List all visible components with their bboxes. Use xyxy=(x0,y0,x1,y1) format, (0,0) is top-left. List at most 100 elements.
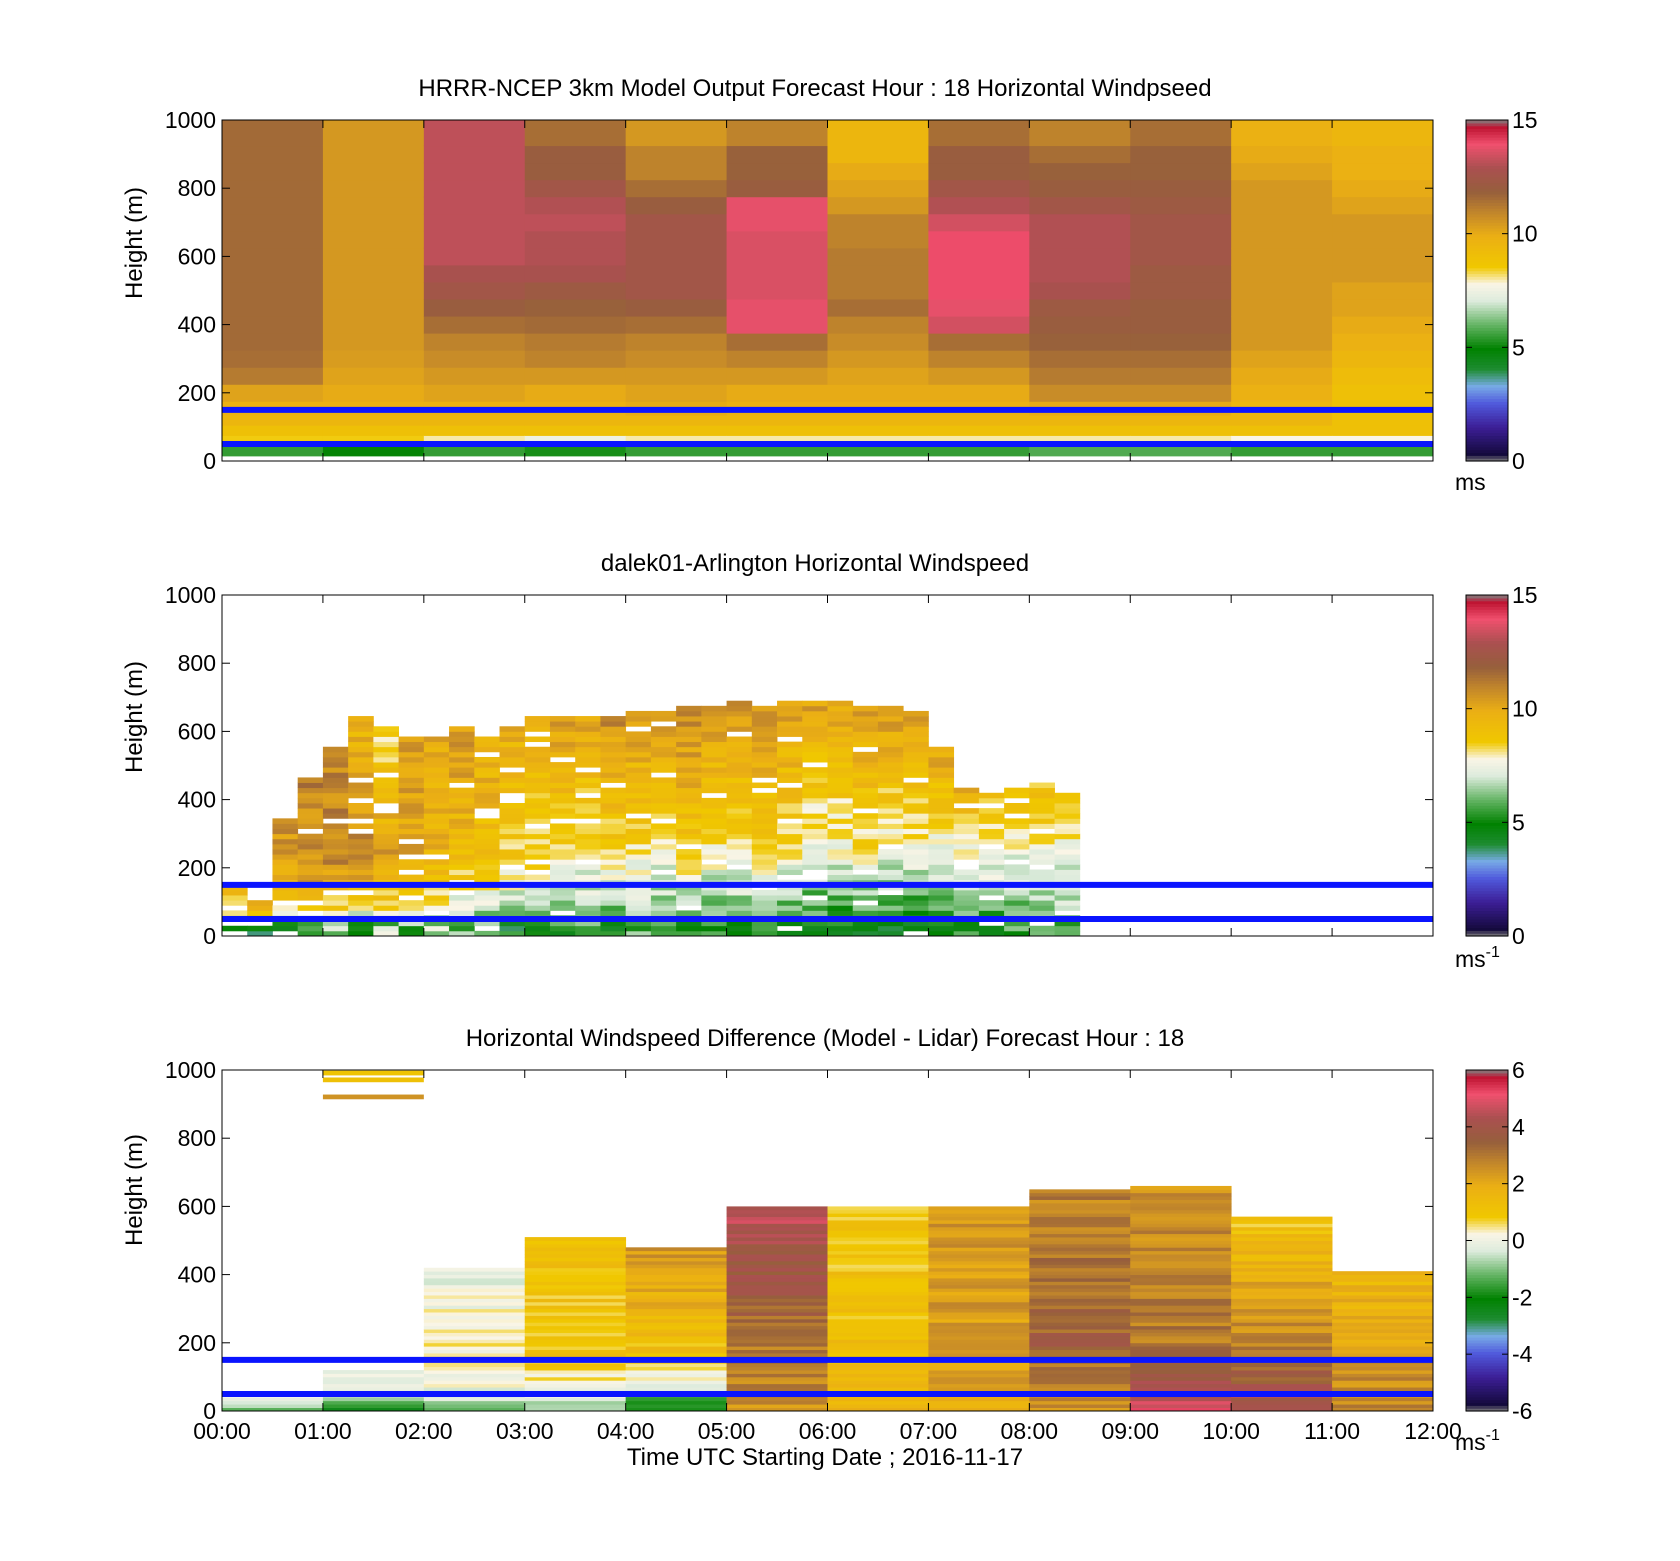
heatmap-cell xyxy=(1130,1339,1232,1344)
heatmap-cell xyxy=(928,1322,1030,1327)
colorbar-segment xyxy=(1466,324,1508,329)
heatmap-cell xyxy=(1231,1329,1333,1333)
heatmap-cell xyxy=(222,435,324,447)
colorbar-segment xyxy=(1466,711,1508,715)
heatmap-cell xyxy=(575,895,601,901)
colorbar-segment xyxy=(1466,779,1508,784)
heatmap-cell xyxy=(1332,1325,1434,1330)
heatmap-cell xyxy=(1130,1373,1232,1378)
heatmap-cell xyxy=(1029,838,1055,845)
heatmap-cell xyxy=(852,930,879,937)
heatmap-cell xyxy=(928,792,955,799)
heatmap-cell xyxy=(423,736,450,743)
heatmap-cell xyxy=(398,777,425,783)
heatmap-cell xyxy=(928,869,955,876)
heatmap-cell xyxy=(827,1243,929,1248)
heatmap-cell xyxy=(701,843,727,850)
heatmap-cell xyxy=(928,1404,1030,1408)
heatmap-cell xyxy=(676,828,702,835)
heatmap-cell xyxy=(928,751,955,758)
heatmap-cell xyxy=(524,128,627,147)
colorbar-segment xyxy=(1466,1257,1508,1261)
heatmap-cell xyxy=(449,762,475,768)
heatmap-cell xyxy=(953,828,980,835)
heatmap-cell xyxy=(575,787,601,794)
colorbar-segment xyxy=(1466,1268,1508,1273)
heatmap-cell xyxy=(549,925,576,932)
heatmap-cell xyxy=(1054,930,1081,937)
heatmap-cell xyxy=(524,895,551,901)
heatmap-cell xyxy=(373,818,400,824)
heatmap-cell xyxy=(1130,1342,1232,1347)
heatmap-cell xyxy=(1029,1329,1131,1333)
colorbar-tick-label: 4 xyxy=(1512,1114,1525,1140)
colorbar-segment xyxy=(1466,375,1508,380)
heatmap-cell xyxy=(524,930,551,937)
heatmap-cell xyxy=(348,864,374,870)
heatmap-cell xyxy=(625,838,652,845)
heatmap-cell xyxy=(928,1305,1030,1310)
heatmap-cell xyxy=(877,777,904,783)
heatmap-cell xyxy=(1231,1315,1333,1320)
heatmap-cell xyxy=(1332,1366,1434,1371)
heatmap-cell xyxy=(575,925,601,932)
heatmap-cell xyxy=(827,900,854,906)
heatmap-cell xyxy=(524,782,551,789)
heatmap-cell xyxy=(297,823,324,829)
heatmap-cell xyxy=(852,772,879,778)
heatmap-cell xyxy=(600,874,627,881)
heatmap-cell xyxy=(423,818,450,824)
heatmap-cell xyxy=(423,1325,526,1330)
heatmap-cell xyxy=(701,746,727,753)
heatmap-cell xyxy=(322,128,425,147)
colorbar-segment xyxy=(1466,1146,1508,1151)
heatmap-cell xyxy=(423,787,450,794)
colorbar-segment xyxy=(1466,1206,1508,1210)
heatmap-cell xyxy=(1004,787,1030,794)
heatmap-cell xyxy=(751,772,778,778)
colorbar-segment xyxy=(1466,799,1508,804)
heatmap-cell xyxy=(701,782,727,789)
heatmap-cell xyxy=(575,772,601,778)
heatmap-cell xyxy=(701,920,727,927)
heatmap-cell xyxy=(676,705,702,712)
heatmap-cell xyxy=(524,777,551,783)
heatmap-cell xyxy=(499,874,526,881)
heatmap-cell xyxy=(625,414,728,426)
heatmap-cell xyxy=(272,838,299,845)
x-tick-label: 04:00 xyxy=(597,1418,655,1444)
colorbar-segment xyxy=(1466,612,1508,616)
heatmap-cell xyxy=(625,1363,727,1368)
heatmap-cell xyxy=(827,1226,929,1231)
heatmap-cell xyxy=(322,1404,425,1408)
heatmap-cell xyxy=(726,1329,828,1333)
heatmap-cell xyxy=(524,213,627,232)
heatmap-cell xyxy=(499,772,526,778)
heatmap-cell xyxy=(726,1366,828,1371)
heatmap-cell xyxy=(751,889,778,896)
heatmap-cell xyxy=(1130,333,1232,351)
heatmap-cell xyxy=(1029,247,1131,266)
colorbar-segment xyxy=(1466,833,1508,838)
colorbar-segment xyxy=(1466,159,1508,164)
heatmap-cell xyxy=(524,1305,627,1310)
heatmap-cell xyxy=(499,726,526,732)
colorbar-segment xyxy=(1466,154,1508,158)
heatmap-cell xyxy=(827,710,854,717)
heatmap-cell xyxy=(1029,316,1131,334)
panel-difference-units-base: ms xyxy=(1455,1429,1486,1455)
colorbar-segment xyxy=(1466,1300,1508,1304)
heatmap-cell xyxy=(297,925,324,932)
colorbar-segment xyxy=(1466,188,1508,192)
colorbar-segment xyxy=(1466,1234,1508,1239)
heatmap-cell xyxy=(1130,1380,1232,1385)
heatmap-cell xyxy=(676,889,702,896)
heatmap-cell xyxy=(549,803,576,809)
heatmap-cell xyxy=(524,1387,627,1391)
heatmap-cell xyxy=(928,833,955,840)
colorbar-segment xyxy=(1466,247,1508,252)
heatmap-cell xyxy=(322,435,425,447)
heatmap-cell xyxy=(928,1312,1030,1316)
heatmap-cell xyxy=(751,859,778,865)
